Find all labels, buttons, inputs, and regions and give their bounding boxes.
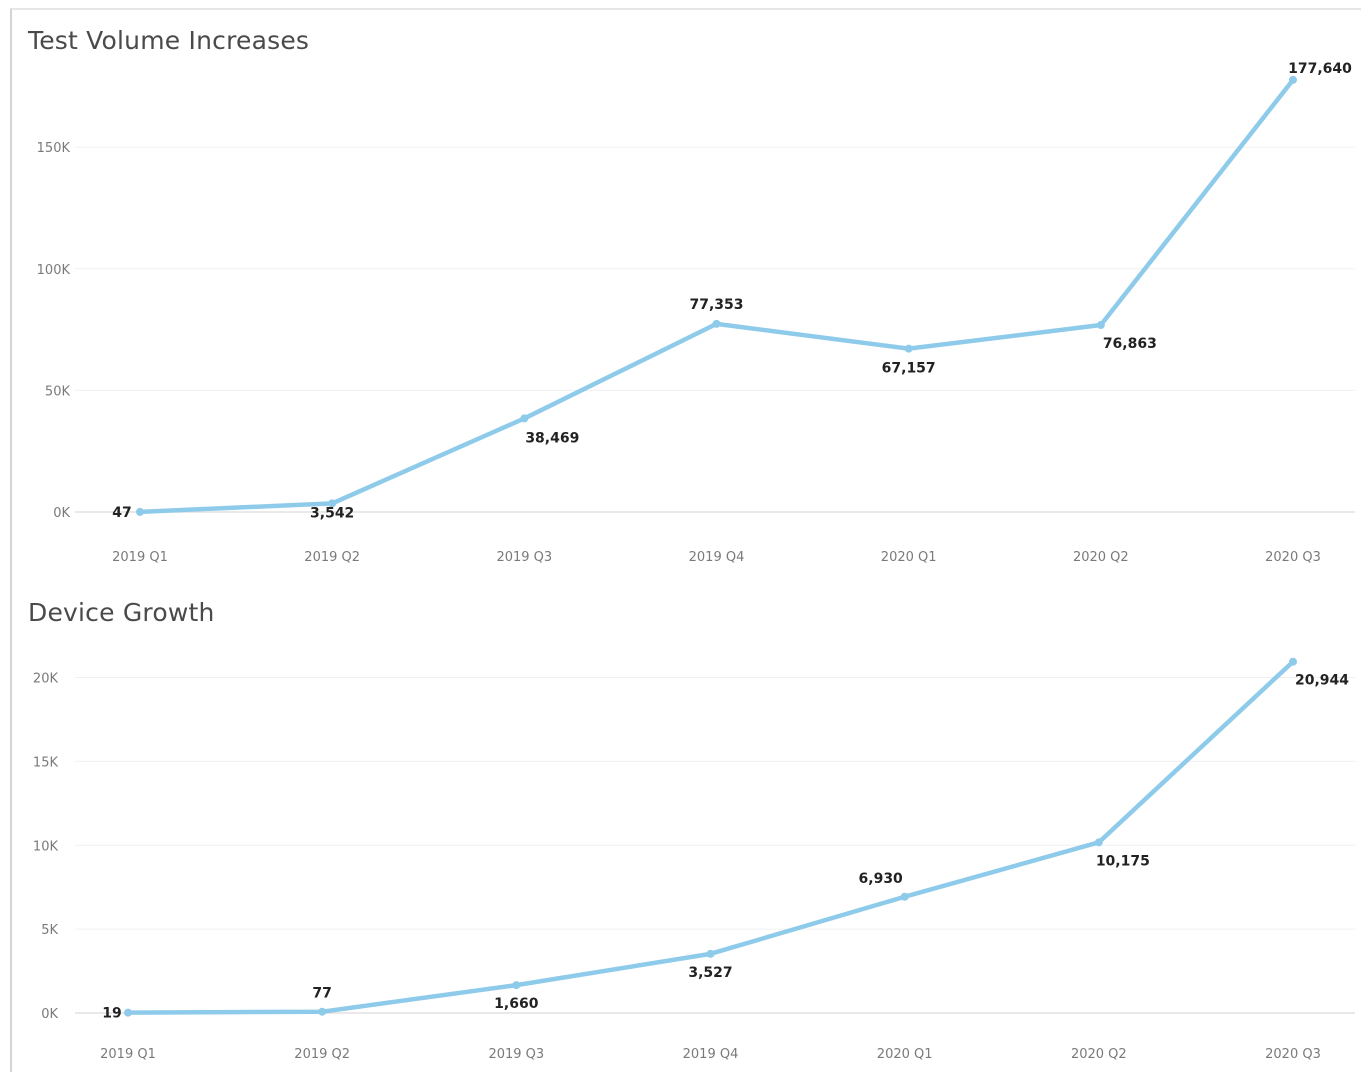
y-tick-label: 5K (41, 923, 58, 938)
y-tick-label: 0K (41, 1007, 58, 1022)
data-point[interactable] (900, 892, 909, 901)
y-tick-label: 100K (37, 263, 71, 278)
x-tick-label: 2020 Q2 (1071, 1047, 1127, 1062)
y-tick-label: 10K (33, 839, 59, 854)
data-label: 38,469 (525, 430, 579, 446)
chart-title: Test Volume Increases (28, 26, 310, 55)
x-tick-label: 2019 Q3 (488, 1047, 544, 1062)
test-volume-chart: 0K 50K 100K 150K 2019 Q1 2019 Q2 2019 Q3 2019 Q… (37, 61, 1355, 565)
x-tick-label: 2020 Q3 (1265, 550, 1321, 565)
x-tick-label: 2019 Q4 (683, 1047, 739, 1062)
x-tick-label: 2020 Q3 (1265, 1047, 1321, 1062)
data-point[interactable] (706, 949, 715, 958)
x-tick-label: 2019 Q2 (304, 550, 360, 565)
data-point[interactable] (1096, 321, 1105, 330)
data-label: 76,863 (1103, 336, 1157, 352)
data-point[interactable] (904, 344, 913, 353)
data-point[interactable] (712, 319, 721, 328)
series-line (125, 659, 1296, 1015)
data-label: 1,660 (494, 996, 539, 1012)
y-tick-label: 15K (33, 755, 59, 770)
y-tick-label: 0K (53, 506, 70, 521)
data-label: 47 (112, 505, 131, 521)
data-label: 10,175 (1096, 853, 1150, 869)
data-point[interactable] (1094, 838, 1103, 847)
data-point[interactable] (520, 414, 529, 423)
x-tick-label: 2019 Q3 (496, 550, 552, 565)
data-label: 77 (312, 986, 331, 1002)
y-tick-label: 150K (37, 141, 71, 156)
data-label: 20,944 (1295, 673, 1349, 689)
data-point[interactable] (124, 1008, 132, 1017)
data-label: 77,353 (689, 297, 743, 313)
x-tick-label: 2019 Q1 (112, 550, 168, 565)
dashboard-frame (10, 8, 1361, 1072)
x-tick-label: 2019 Q1 (100, 1047, 156, 1062)
data-point[interactable] (136, 507, 144, 516)
data-point[interactable] (328, 499, 337, 508)
data-label: 177,640 (1288, 61, 1352, 77)
data-point[interactable] (512, 981, 521, 990)
x-tick-label: 2020 Q2 (1073, 550, 1129, 565)
x-tick-label: 2019 Q2 (294, 1047, 350, 1062)
x-tick-label: 2020 Q1 (881, 550, 937, 565)
data-label: 3,542 (310, 505, 354, 521)
y-tick-label: 20K (33, 672, 59, 687)
x-tick-label: 2019 Q4 (689, 550, 745, 565)
y-tick-label: 50K (45, 384, 71, 399)
data-point[interactable] (1289, 75, 1297, 84)
data-label: 6,930 (859, 871, 904, 887)
x-tick-label: 2020 Q1 (877, 1047, 933, 1062)
data-point[interactable] (1289, 657, 1297, 666)
data-label: 19 (102, 1006, 121, 1022)
chart-title: Device Growth (28, 598, 215, 627)
data-label: 3,527 (688, 965, 732, 981)
data-point[interactable] (318, 1007, 327, 1016)
data-label: 67,157 (882, 361, 936, 377)
